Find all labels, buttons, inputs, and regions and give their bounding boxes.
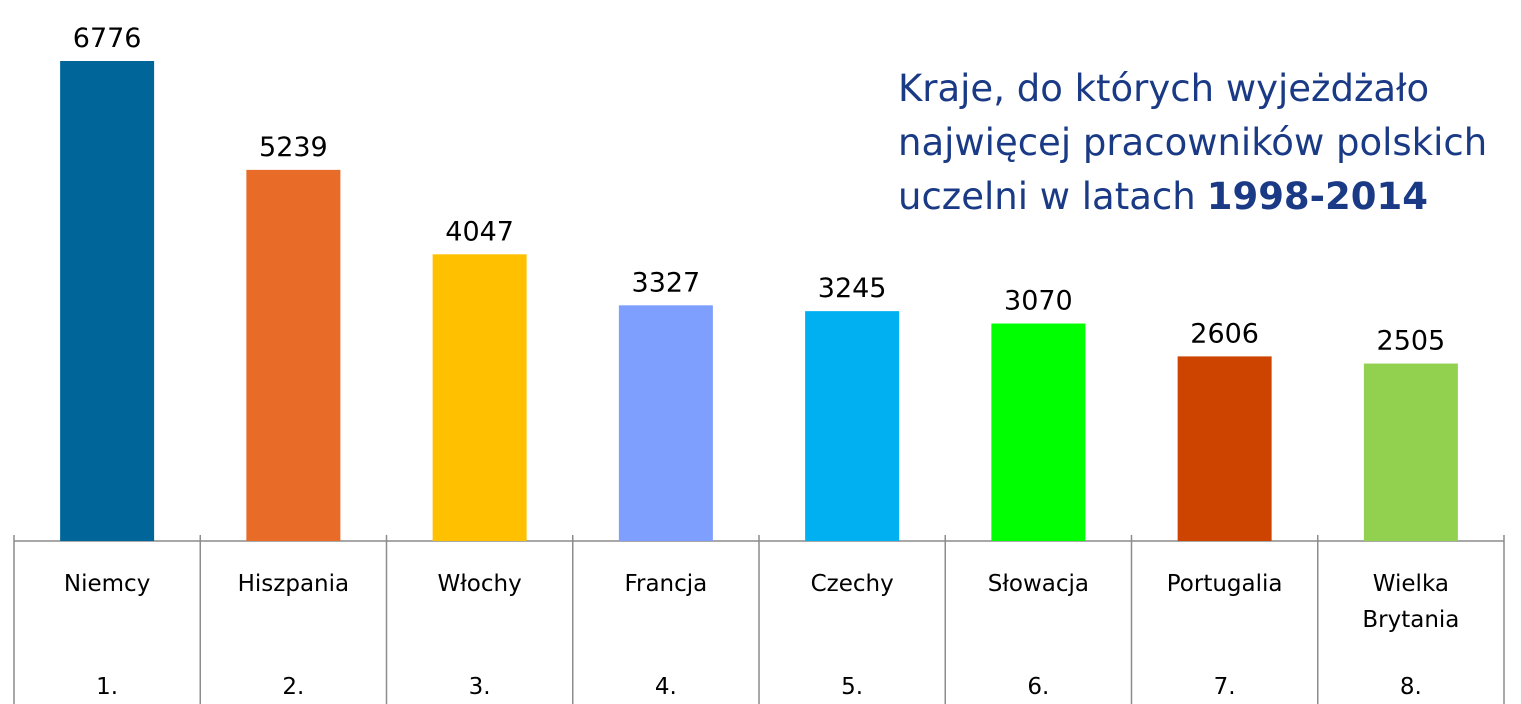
category-label: Wielka Brytania	[1362, 571, 1460, 633]
rank-label: 5.	[841, 674, 864, 700]
value-label: 2606	[1190, 318, 1259, 349]
bar	[618, 305, 713, 541]
rank-label: 7.	[1213, 674, 1236, 700]
rank-label: 8.	[1399, 674, 1422, 700]
rank-label: 1.	[96, 674, 119, 700]
bar	[991, 323, 1086, 541]
category-label: Portugalia	[1166, 571, 1283, 597]
bar	[805, 311, 900, 541]
title-line: uczelni w latach 1998-2014	[898, 170, 1487, 224]
category-label: Czechy	[810, 571, 894, 597]
value-label: 6776	[73, 23, 142, 54]
rank-label: 3.	[468, 674, 491, 700]
category-label: Francja	[624, 571, 708, 597]
value-label: 3245	[818, 273, 887, 304]
bar	[246, 169, 341, 541]
title-line: Kraje, do których wyjeżdżało	[898, 67, 1430, 110]
value-label: 3327	[632, 267, 701, 298]
value-label: 4047	[445, 216, 514, 247]
value-label: 2505	[1377, 326, 1446, 357]
category-label: Hiszpania	[237, 571, 350, 597]
title-line: najwięcej pracowników polskich	[898, 121, 1488, 164]
category-label: Włochy	[437, 571, 522, 597]
category-label: Niemcy	[63, 571, 151, 597]
bar	[1363, 363, 1458, 541]
category-label: Słowacja	[987, 571, 1089, 597]
title-text: uczelni w latach	[898, 175, 1196, 218]
rank-label: 2.	[282, 674, 305, 700]
rank-label: 6.	[1027, 674, 1050, 700]
bar	[60, 61, 155, 541]
bar	[432, 254, 527, 541]
bar	[1177, 356, 1272, 541]
rank-label: 4.	[654, 674, 677, 700]
value-label: 3070	[1004, 286, 1073, 317]
value-label: 5239	[259, 132, 328, 163]
title-highlight: 1998-2014	[1206, 175, 1429, 218]
chart-title: Kraje, do których wyjeżdżało najwięcej p…	[898, 62, 1487, 224]
